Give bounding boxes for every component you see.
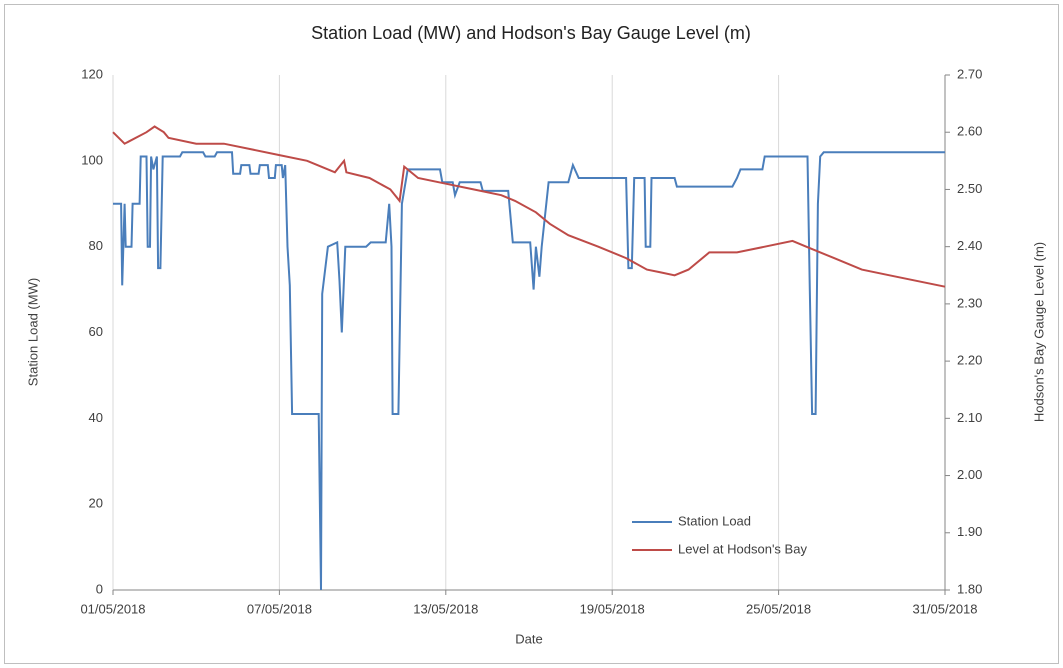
y-tick-label: 100 <box>81 152 103 167</box>
y2-tick-label: 1.80 <box>957 581 982 596</box>
y2-tick-label: 2.70 <box>957 66 982 81</box>
legend-label: Level at Hodson's Bay <box>678 541 807 556</box>
y-tick-label: 120 <box>81 66 103 81</box>
x-tick-label: 25/05/2018 <box>746 601 811 616</box>
y2-tick-label: 2.50 <box>957 181 982 196</box>
x-tick-label: 07/05/2018 <box>247 601 312 616</box>
chart-title: Station Load (MW) and Hodson's Bay Gauge… <box>311 23 751 43</box>
y-tick-label: 20 <box>89 496 103 511</box>
legend-label: Station Load <box>678 513 751 528</box>
y-tick-label: 80 <box>89 238 103 253</box>
y2-tick-label: 2.30 <box>957 295 982 310</box>
chart-frame <box>4 4 1059 664</box>
x-axis-label: Date <box>515 631 542 646</box>
y-tick-label: 60 <box>89 324 103 339</box>
series-line <box>112 125 946 288</box>
y2-tick-label: 2.10 <box>957 410 982 425</box>
y2-tick-label: 2.20 <box>957 353 982 368</box>
series-line <box>113 151 945 591</box>
x-tick-label: 13/05/2018 <box>413 601 478 616</box>
x-tick-label: 01/05/2018 <box>80 601 145 616</box>
y2-tick-label: 2.60 <box>957 124 982 139</box>
y2-tick-label: 2.00 <box>957 467 982 482</box>
y2-tick-label: 1.90 <box>957 524 982 539</box>
y2-tick-label: 2.40 <box>957 238 982 253</box>
x-tick-label: 19/05/2018 <box>580 601 645 616</box>
y-tick-label: 0 <box>96 581 103 596</box>
y-axis-label: Station Load (MW) <box>25 278 40 386</box>
x-tick-label: 31/05/2018 <box>912 601 977 616</box>
y2-axis-label: Hodson's Bay Gauge Level (m) <box>1031 242 1046 422</box>
y-tick-label: 40 <box>89 410 103 425</box>
